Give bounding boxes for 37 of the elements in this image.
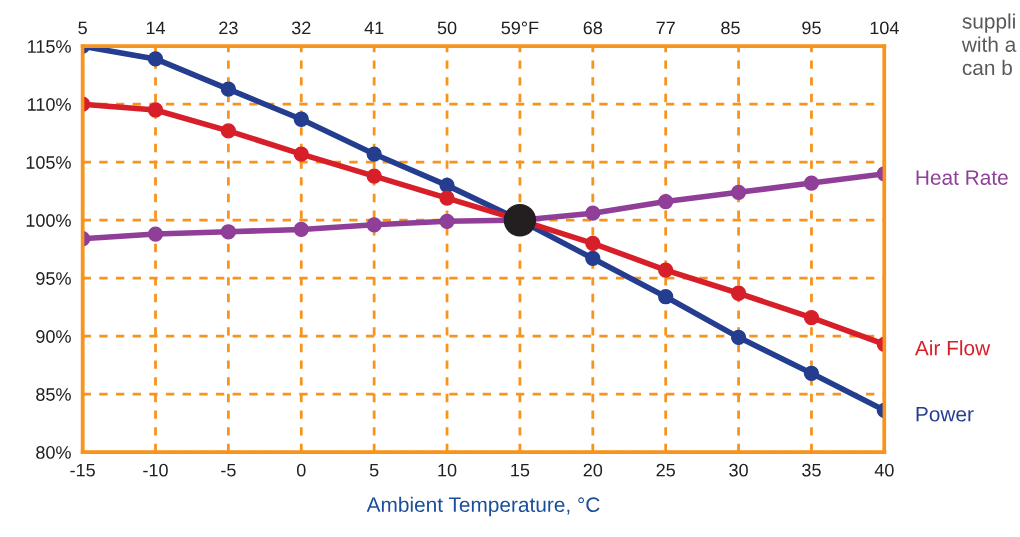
series-label: Heat Rate [916,170,1008,185]
y-tick-label: 80% [36,446,71,459]
y-tick-label: 95% [36,272,71,285]
series-label: Power [916,407,974,422]
x-tick-label: 10 [438,463,457,477]
x2-tick-label: 41 [364,21,384,35]
x2-tick-label: 50 [437,21,457,35]
x-axis-title: Ambient Temperature, °C [366,496,600,517]
y-tick-label: 110% [28,98,71,111]
x-tick-label: 40 [874,463,894,477]
x-tick-label: -5 [221,463,236,477]
x2-tick-label: 14 [146,21,166,35]
x-tick-label: -15 [70,463,95,477]
x-tick-label: -10 [143,463,168,477]
x2-tick-label: 59°F [501,21,539,35]
x2-tick-label: 23 [219,21,238,35]
series-label: Air Flow [914,340,991,356]
x2-tick-label: 95 [802,21,821,35]
x-tick-label: 25 [656,463,675,477]
x2-tick-label: 77 [656,21,675,35]
x-tick-label: 15 [511,463,530,477]
x-tick-label: 20 [583,463,603,477]
x2-tick-label: 68 [583,21,603,35]
y-tick-label: 100% [26,214,71,227]
y-tick-label: 105% [26,156,71,169]
x2-tick-label: 104 [870,21,899,35]
x-tick-label: 30 [729,463,748,477]
x2-tick-label: 85 [721,21,740,35]
y-tick-label: 115% [28,40,71,53]
x-tick-label: 0 [296,463,306,477]
x2-tick-label: 5 [78,21,87,35]
x2-tick-label: 32 [291,21,311,35]
x-tick-label: 35 [802,463,821,477]
text: suppli with a can b [961,13,1017,76]
x-tick-label: 5 [369,463,379,477]
y-tick-label: 85% [36,388,71,401]
y-tick-label: 90% [36,330,71,343]
